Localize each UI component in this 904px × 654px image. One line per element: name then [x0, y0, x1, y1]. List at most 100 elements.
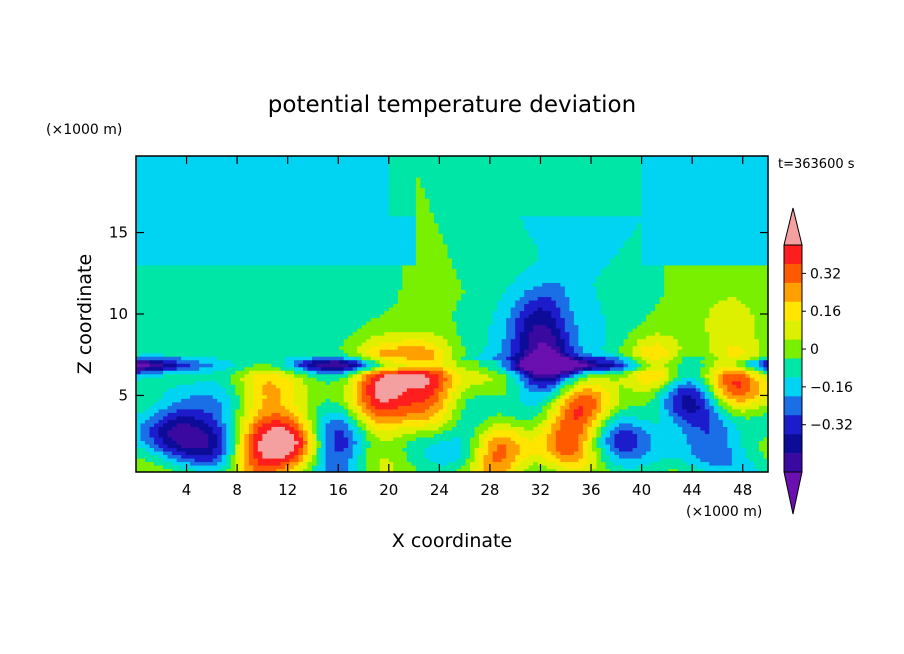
field-cell	[375, 159, 381, 164]
field-cell	[348, 254, 354, 259]
field-cell	[361, 250, 367, 255]
field-cell	[163, 370, 169, 375]
field-cell	[208, 187, 214, 192]
field-cell	[167, 240, 173, 245]
field-cell	[375, 289, 381, 294]
field-cell	[226, 191, 232, 196]
field-cell	[266, 363, 273, 368]
field-cell	[284, 184, 291, 189]
field-cell	[176, 201, 182, 206]
field-cell	[190, 236, 196, 241]
field-cell	[379, 254, 385, 259]
field-cell	[248, 429, 254, 434]
field-cell	[149, 229, 155, 234]
field-cell	[149, 331, 155, 336]
field-cell	[140, 299, 146, 305]
field-cell	[384, 468, 390, 472]
field-cell	[163, 384, 169, 389]
field-cell	[235, 401, 241, 406]
field-cell	[289, 405, 295, 410]
field-cell	[316, 243, 322, 248]
field-cell	[321, 264, 327, 269]
field-cell	[176, 464, 182, 470]
field-cell	[163, 464, 169, 470]
field-cell	[271, 314, 277, 319]
field-cell	[190, 201, 196, 206]
field-cell	[271, 405, 277, 410]
field-cell	[375, 335, 381, 340]
field-cell	[221, 198, 227, 203]
field-cell	[343, 457, 349, 463]
field-cell	[289, 285, 295, 291]
field-cell	[145, 328, 151, 333]
field-cell	[140, 194, 146, 199]
field-cell	[140, 166, 146, 171]
field-cell	[339, 177, 345, 182]
field-cell	[294, 310, 300, 315]
field-cell	[163, 321, 169, 326]
field-cell	[266, 436, 273, 441]
field-cell	[149, 296, 155, 301]
field-cell	[339, 419, 345, 424]
field-cell	[325, 391, 331, 396]
field-cell	[140, 219, 146, 224]
field-cell	[357, 363, 363, 368]
field-cell	[257, 156, 263, 161]
field-cell	[262, 314, 268, 319]
field-cell	[379, 373, 385, 378]
field-cell	[352, 257, 358, 262]
field-cell	[248, 454, 254, 459]
field-cell	[307, 275, 313, 280]
field-cell	[140, 268, 146, 273]
field-cell	[289, 443, 295, 449]
field-cell	[230, 440, 236, 445]
field-cell	[176, 247, 182, 252]
field-cell	[176, 310, 182, 315]
field-cell	[316, 433, 322, 438]
field-cell	[330, 268, 336, 273]
field-cell	[262, 401, 268, 406]
field-cell	[262, 377, 268, 382]
field-cell	[370, 359, 376, 364]
field-cell	[257, 349, 263, 354]
field-cell	[235, 271, 241, 276]
field-cell	[361, 156, 367, 161]
field-cell	[244, 173, 250, 178]
field-cell	[370, 219, 376, 224]
field-cell	[172, 370, 178, 375]
field-cell	[284, 461, 291, 466]
field-cell	[325, 292, 331, 298]
field-cell	[230, 254, 236, 259]
field-cell	[280, 345, 286, 350]
field-cell	[325, 443, 331, 449]
field-cell	[212, 366, 218, 371]
field-cell	[361, 159, 367, 164]
field-cell	[199, 201, 205, 206]
field-cell	[330, 405, 336, 410]
field-cell	[199, 338, 205, 343]
field-cell	[208, 278, 214, 283]
field-cell	[248, 345, 254, 350]
field-cell	[361, 310, 367, 315]
field-cell	[230, 401, 236, 406]
field-cell	[167, 384, 173, 389]
field-cell	[181, 163, 187, 168]
field-cell	[208, 345, 214, 350]
field-cell	[221, 419, 227, 424]
field-cell	[280, 205, 286, 210]
field-cell	[149, 285, 155, 291]
field-cell	[244, 321, 250, 326]
field-cell	[357, 391, 363, 396]
field-cell	[325, 356, 331, 361]
field-cell	[275, 205, 282, 210]
field-cell	[203, 254, 209, 259]
field-cell	[298, 338, 304, 343]
field-cell	[294, 261, 300, 266]
field-cell	[321, 443, 327, 449]
field-cell	[325, 335, 331, 340]
field-cell	[253, 191, 259, 196]
field-cell	[163, 205, 169, 210]
field-cell	[271, 268, 277, 273]
field-cell	[163, 282, 169, 287]
field-cell	[379, 303, 385, 308]
